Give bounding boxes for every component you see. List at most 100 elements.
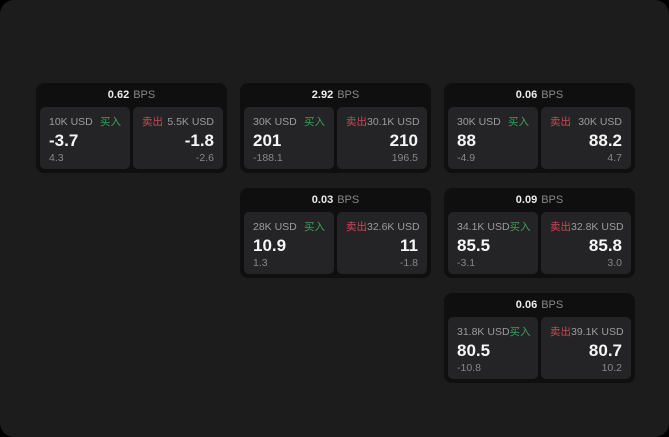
sell-delta: 4.7 [607,151,622,164]
quote-card: 0.62 BPS 10K USD 买入 -3.7 4.3 卖出 5.5K USD… [36,83,227,173]
buy-delta: -188.1 [253,151,283,164]
sell-amount: 39.1K USD [571,325,624,338]
bps-value: 0.09 [515,194,538,206]
quote-card: 0.06 BPS 30K USD 买入 88 -4.9 卖出 30K USD 8… [444,83,635,173]
sell-tag: 卖出 [550,221,571,233]
buy-delta: -3.1 [457,256,476,269]
bps-header: 0.09 BPS [444,188,635,212]
buy-panel[interactable]: 34.1K USD 买入 85.5 -3.1 [448,212,538,274]
buy-amount: 30K USD [253,115,297,128]
buy-price: 88 [457,131,476,151]
buy-tag: 买入 [100,116,121,128]
buy-panel[interactable]: 31.8K USD 买入 80.5 -10.8 [448,317,538,379]
sell-delta: -2.6 [195,151,214,164]
bps-header: 0.62 BPS [36,83,227,107]
sell-tag: 卖出 [346,116,367,128]
buy-tag: 买入 [509,221,531,233]
quote-panels: 28K USD 买入 10.9 1.3 卖出 32.6K USD 11 -1.8 [240,212,431,278]
buy-tag: 买入 [304,221,325,233]
sell-panel-top: 卖出 30.1K USD [346,114,420,129]
sell-panel[interactable]: 卖出 32.8K USD 85.8 3.0 [541,212,631,274]
bps-unit-label: BPS [541,194,564,206]
quote-panels: 10K USD 买入 -3.7 4.3 卖出 5.5K USD -1.8 -2.… [36,107,227,173]
quote-card: 2.92 BPS 30K USD 买入 201 -188.1 卖出 30.1K … [240,83,431,173]
sell-price: 80.7 [588,341,622,361]
buy-amount: 31.8K USD [457,325,510,338]
buy-panel[interactable]: 10K USD 买入 -3.7 4.3 [40,107,130,169]
bps-header: 0.03 BPS [240,188,431,212]
sell-panel-top: 卖出 5.5K USD [142,114,214,129]
quote-panels: 31.8K USD 买入 80.5 -10.8 卖出 39.1K USD 80.… [444,317,635,383]
bps-value: 0.62 [107,89,130,101]
buy-delta: 4.3 [49,151,64,164]
buy-panel-top: 31.8K USD 买入 [457,324,531,339]
buy-price: 80.5 [457,341,491,361]
quote-grid: 0.62 BPS 10K USD 买入 -3.7 4.3 卖出 5.5K USD… [36,83,635,383]
buy-panel[interactable]: 30K USD 买入 88 -4.9 [448,107,538,169]
sell-tag: 卖出 [550,326,571,338]
sell-amount: 30K USD [578,115,622,128]
bps-unit-label: BPS [541,299,564,311]
buy-price: 201 [253,131,282,151]
buy-panel-top: 28K USD 买入 [253,219,325,234]
buy-tag: 买入 [509,326,531,338]
quote-panels: 30K USD 买入 201 -188.1 卖出 30.1K USD 210 1… [240,107,431,173]
buy-price: 10.9 [253,236,287,256]
bps-value: 0.06 [515,299,538,311]
buy-panel-top: 34.1K USD 买入 [457,219,531,234]
sell-panel-top: 卖出 32.6K USD [346,219,420,234]
bps-unit-label: BPS [541,89,564,101]
sell-amount: 32.6K USD [367,220,420,233]
quote-card: 0.03 BPS 28K USD 买入 10.9 1.3 卖出 32.6K US… [240,188,431,278]
quote-panels: 30K USD 买入 88 -4.9 卖出 30K USD 88.2 4.7 [444,107,635,173]
bps-value: 0.06 [515,89,538,101]
sell-price: -1.8 [184,131,214,151]
buy-delta: -10.8 [457,361,481,374]
buy-panel[interactable]: 28K USD 买入 10.9 1.3 [244,212,334,274]
bps-header: 2.92 BPS [240,83,431,107]
sell-panel[interactable]: 卖出 30.1K USD 210 196.5 [337,107,427,169]
sell-delta: 196.5 [391,151,418,164]
buy-panel-top: 30K USD 买入 [457,114,529,129]
buy-amount: 28K USD [253,220,297,233]
buy-panel-top: 30K USD 买入 [253,114,325,129]
quote-card: 0.06 BPS 31.8K USD 买入 80.5 -10.8 卖出 39.1… [444,293,635,383]
sell-delta: 3.0 [607,256,622,269]
sell-panel-top: 卖出 32.8K USD [550,219,624,234]
sell-amount: 30.1K USD [367,115,420,128]
sell-delta: -1.8 [399,256,418,269]
buy-price: 85.5 [457,236,491,256]
sell-panel-top: 卖出 39.1K USD [550,324,624,339]
buy-tag: 买入 [304,116,325,128]
sell-price: 85.8 [588,236,622,256]
sell-amount: 32.8K USD [571,220,624,233]
sell-tag: 卖出 [142,116,163,128]
bps-unit-label: BPS [337,194,360,206]
sell-panel[interactable]: 卖出 39.1K USD 80.7 10.2 [541,317,631,379]
sell-price: 210 [389,131,418,151]
buy-panel[interactable]: 30K USD 买入 201 -188.1 [244,107,334,169]
sell-price: 88.2 [588,131,622,151]
bps-value: 2.92 [311,89,334,101]
bps-header: 0.06 BPS [444,293,635,317]
sell-panel-top: 卖出 30K USD [550,114,622,129]
buy-tag: 买入 [508,116,529,128]
sell-panel[interactable]: 卖出 5.5K USD -1.8 -2.6 [133,107,223,169]
bps-header: 0.06 BPS [444,83,635,107]
sell-panel[interactable]: 卖出 32.6K USD 11 -1.8 [337,212,427,274]
buy-price: -3.7 [49,131,79,151]
bps-value: 0.03 [311,194,334,206]
buy-amount: 10K USD [49,115,93,128]
bps-unit-label: BPS [133,89,156,101]
buy-panel-top: 10K USD 买入 [49,114,121,129]
sell-tag: 卖出 [346,221,367,233]
buy-amount: 30K USD [457,115,501,128]
sell-tag: 卖出 [550,116,571,128]
sell-panel[interactable]: 卖出 30K USD 88.2 4.7 [541,107,631,169]
buy-amount: 34.1K USD [457,220,510,233]
quote-card: 0.09 BPS 34.1K USD 买入 85.5 -3.1 卖出 32.8K… [444,188,635,278]
sell-amount: 5.5K USD [167,115,214,128]
sell-delta: 10.2 [601,361,622,374]
quote-panels: 34.1K USD 买入 85.5 -3.1 卖出 32.8K USD 85.8… [444,212,635,278]
